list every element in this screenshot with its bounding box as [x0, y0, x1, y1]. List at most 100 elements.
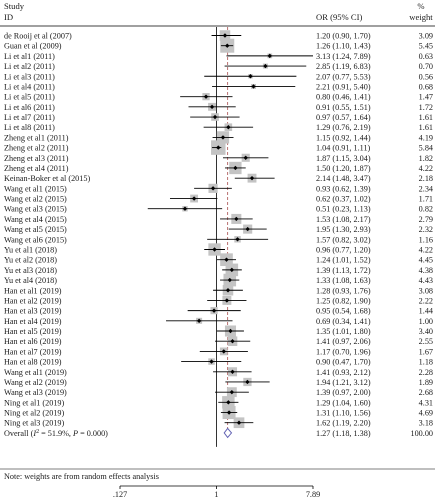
- or-ci-value: 0.62 (0.37, 1.02): [316, 195, 371, 204]
- weight-value: 2.68: [419, 388, 433, 397]
- point-estimate: [229, 267, 235, 273]
- or-ci-value: 1.50 (1.20, 1.87): [316, 164, 371, 173]
- study-label: Ning et al2 (2019): [4, 409, 65, 418]
- weight-value: 3.08: [419, 286, 433, 295]
- or-ci-value: 1.29 (0.76, 2.19): [316, 123, 371, 132]
- weight-value: 1.82: [419, 154, 433, 163]
- study-row: Wang et al1 (2015) 0.93 (0.62, 1.39) 2.34: [4, 183, 433, 193]
- weight-value: 1.44: [419, 307, 433, 316]
- study-row: Han et al6 (2019) 1.41 (0.97, 2.06) 2.55: [4, 336, 433, 346]
- weight-value: 1.47: [419, 93, 433, 102]
- weight-value: 1.67: [419, 347, 433, 356]
- study-row: Li et al4 (2011) 2.21 (0.91, 5.40) 0.68: [4, 82, 433, 91]
- weight-value: 3.40: [419, 327, 433, 336]
- overall-weight-value: 100.00: [410, 429, 433, 438]
- study-row: Wang et al3 (2019) 1.39 (0.97, 2.00) 2.68: [4, 387, 433, 397]
- or-ci-value: 2.85 (1.19, 6.83): [316, 62, 371, 71]
- study-label: Keinan-Boker et al (2015): [4, 174, 90, 183]
- point-estimate: [249, 175, 255, 181]
- point-estimate: [267, 53, 272, 59]
- point-estimate: [196, 318, 202, 324]
- study-row: Li et al2 (2011) 2.85 (1.19, 6.83) 0.70: [4, 62, 433, 71]
- or-ci-value: 1.04 (0.91, 1.11): [316, 144, 371, 153]
- study-row: Zheng et al3 (2011) 1.87 (1.15, 3.04) 1.82: [4, 153, 433, 163]
- point-estimate: [210, 186, 216, 191]
- or-ci-value: 0.69 (0.34, 1.41): [316, 317, 371, 326]
- point-estimate: [212, 114, 218, 120]
- point-estimate: [229, 389, 235, 395]
- weight-value: 0.70: [419, 62, 433, 71]
- or-ci-value: 0.93 (0.62, 1.39): [316, 184, 371, 193]
- or-ci-value: 0.90 (0.47, 1.70): [316, 358, 371, 367]
- weight-value: 2.28: [419, 368, 433, 377]
- study-row: Yu et al4 (2018) 1.33 (1.08, 1.63) 4.43: [4, 273, 433, 287]
- study-row: Wang et al5 (2015) 1.95 (1.30, 2.93) 2.32: [4, 224, 433, 234]
- or-ci-value: 0.96 (0.77, 1.20): [316, 245, 371, 254]
- point-estimate: [220, 135, 226, 140]
- weight-value: 0.56: [419, 72, 433, 81]
- study-row: Yu et al1 (2018) 0.96 (0.77, 1.20) 4.22: [4, 243, 433, 256]
- weight-header: weight: [409, 12, 433, 22]
- study-label: Wang et al3 (2019): [4, 388, 67, 397]
- weight-value: 1.00: [419, 317, 433, 326]
- study-row: Zheng et al4 (2011) 1.50 (1.20, 1.87) 4.22: [4, 161, 433, 175]
- x-tick-label: 7.89: [306, 490, 320, 499]
- study-row: Li et al3 (2011) 2.07 (0.77, 5.53) 0.56: [4, 72, 433, 81]
- weight-value: 0.82: [419, 205, 433, 214]
- study-label: Yu et al2 (2018): [4, 256, 57, 265]
- study-row: Zheng et al2 (2011) 1.04 (0.91, 1.11) 5.84: [4, 140, 433, 155]
- or-ci-header: OR (95% CI): [316, 12, 362, 22]
- weight-value: 2.32: [419, 225, 433, 234]
- or-ci-value: 0.51 (0.23, 1.13): [316, 205, 371, 214]
- weight-value: 4.38: [419, 266, 433, 275]
- point-estimate: [211, 308, 217, 313]
- point-estimate: [203, 94, 209, 99]
- study-row: Wang et al6 (2015) 1.57 (0.82, 3.02) 1.16: [4, 235, 433, 244]
- or-ci-value: 2.21 (0.91, 5.40): [316, 82, 371, 91]
- point-estimate: [224, 257, 229, 262]
- study-label: Wang et al6 (2015): [4, 235, 67, 244]
- study-row: Li et al6 (2011) 0.91 (0.55, 1.51) 1.72: [4, 103, 433, 112]
- overall-label: Overall (I2 = 51.9%, P = 0.000): [4, 429, 108, 438]
- study-label: Yu et al3 (2018): [4, 266, 57, 275]
- study-row: Ning et al1 (2019) 1.29 (1.04, 1.60) 4.31: [4, 396, 433, 409]
- or-ci-value: 0.80 (0.46, 1.41): [316, 93, 371, 102]
- point-estimate: [226, 125, 231, 130]
- point-estimate: [182, 206, 188, 211]
- x-axis: .127 1 7.89: [113, 485, 320, 499]
- study-row: Han et al3 (2019) 0.95 (0.54, 1.68) 1.44: [4, 307, 433, 316]
- study-label: Wang et al1 (2015): [4, 184, 67, 193]
- study-label: Li et al3 (2011): [4, 72, 55, 81]
- study-label: Han et al1 (2019): [4, 286, 62, 295]
- study-row: Li et al8 (2011) 1.29 (0.76, 2.19) 1.61: [4, 123, 433, 132]
- point-estimate: [263, 63, 268, 69]
- weight-value: 2.34: [419, 184, 433, 193]
- or-ci-value: 1.26 (1.10, 1.43): [316, 42, 371, 51]
- point-estimate: [233, 165, 238, 171]
- or-ci-value: 1.20 (0.90, 1.70): [316, 32, 371, 41]
- study-row: Li et al7 (2011) 0.97 (0.57, 1.64) 1.61: [4, 113, 433, 122]
- study-label: Wang et al1 (2019): [4, 368, 67, 377]
- id-header: ID: [4, 12, 13, 22]
- study-rows: de Rooij et al (2007) 1.20 (0.90, 1.70) 3.…: [4, 27, 433, 447]
- footnote: Note: weights are from random effects an…: [4, 472, 159, 481]
- study-row: Li et al5 (2011) 0.80 (0.46, 1.41) 1.47: [4, 93, 433, 102]
- weight-value: 3.18: [419, 419, 433, 428]
- study-label: Wang et al2 (2019): [4, 378, 67, 387]
- study-row: Li et al1 (2011) 3.13 (1.24, 7.89) 0.63: [4, 52, 433, 61]
- weight-value: 1.18: [419, 358, 433, 367]
- point-estimate: [222, 33, 228, 38]
- study-label: Wang et al2 (2015): [4, 195, 67, 204]
- weight-value: 2.55: [419, 337, 433, 346]
- study-row: de Rooij et al (2007) 1.20 (0.90, 1.70) 3.…: [4, 30, 433, 41]
- or-ci-value: 0.95 (0.54, 1.68): [316, 307, 371, 316]
- study-label: Han et al2 (2019): [4, 296, 62, 305]
- or-ci-value: 1.39 (0.97, 2.00): [316, 388, 371, 397]
- study-row: Wang et al2 (2015) 0.62 (0.37, 1.02) 1.71: [4, 195, 433, 204]
- study-label: Li et al2 (2011): [4, 62, 55, 71]
- study-row: Yu et al2 (2018) 1.24 (1.01, 1.52) 4.45: [4, 253, 433, 267]
- or-ci-value: 1.41 (0.97, 2.06): [316, 337, 371, 346]
- weight-value: 4.31: [419, 398, 433, 407]
- study-row: Han et al2 (2019) 1.25 (0.82, 1.90) 2.22: [4, 295, 433, 305]
- overall-or-ci-value: 1.27 (1.18, 1.38): [316, 429, 371, 438]
